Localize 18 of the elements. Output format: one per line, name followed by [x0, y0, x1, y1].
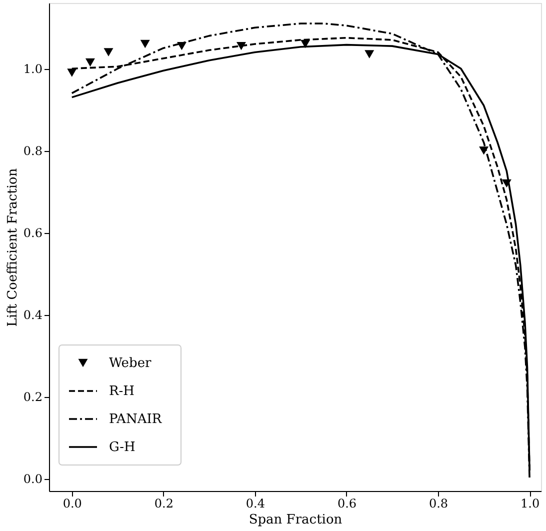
x-tick-label: 1.0: [520, 496, 540, 510]
x-axis-title: Span Fraction: [248, 512, 343, 528]
y-axis-title: Lift Coefficient Fraction: [5, 168, 20, 327]
legend-label: Weber: [109, 356, 152, 371]
legend-label: G-H: [109, 440, 136, 455]
legend-label: PANAIR: [109, 412, 163, 427]
x-tick-label: 0.6: [337, 496, 357, 510]
x-tick-label: 0.8: [428, 496, 448, 510]
y-tick-label: 0.6: [23, 226, 42, 240]
x-tick-label: 0.0: [62, 496, 82, 510]
x-tick-label: 0.2: [154, 496, 174, 510]
y-tick-label: 0.4: [23, 308, 43, 322]
y-tick-label: 1.0: [23, 62, 42, 76]
y-tick-label: 0.0: [23, 472, 42, 486]
x-tick-label: 0.4: [246, 496, 266, 510]
legend-label: R-H: [109, 384, 135, 399]
y-tick-label: 0.2: [23, 390, 42, 404]
y-tick-label: 0.8: [23, 144, 42, 158]
